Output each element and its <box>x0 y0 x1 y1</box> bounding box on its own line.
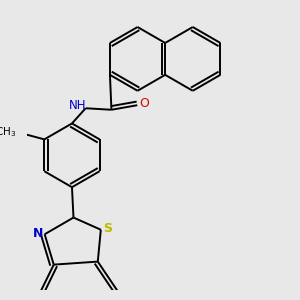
Text: S: S <box>103 222 112 235</box>
Text: N: N <box>33 227 43 240</box>
Text: CH$_3$: CH$_3$ <box>0 125 16 139</box>
Text: O: O <box>139 97 149 110</box>
Text: NH: NH <box>69 99 87 112</box>
